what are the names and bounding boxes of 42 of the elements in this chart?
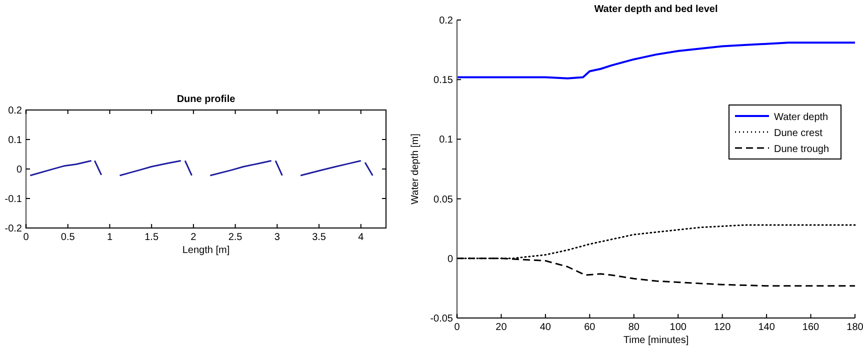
x-tick-label: 0 bbox=[23, 232, 30, 243]
x-tick-label: 20 bbox=[496, 322, 508, 333]
x-tick-label: 1.5 bbox=[144, 232, 159, 243]
y-tick-label: 0.1 bbox=[439, 134, 454, 146]
x-tick-label: 140 bbox=[758, 322, 776, 333]
x-tick-label: 80 bbox=[628, 322, 640, 333]
y-tick-label: 0 bbox=[16, 164, 22, 176]
x-tick-label: 1 bbox=[106, 232, 113, 243]
y-tick-label: -0.2 bbox=[4, 224, 22, 234]
line-series bbox=[119, 160, 182, 176]
x-tick-label: 3.5 bbox=[312, 232, 326, 243]
legend-label: Dune crest bbox=[774, 128, 823, 139]
x-tick-label: 160 bbox=[802, 322, 820, 333]
chart-title: Dune profile bbox=[176, 94, 236, 105]
x-axis-title: Length [m] bbox=[182, 245, 230, 256]
x-axis-title: Time [minutes] bbox=[623, 335, 689, 346]
x-tick-label: 120 bbox=[714, 322, 732, 333]
y-tick-label: 0.2 bbox=[439, 16, 454, 26]
y-tick-label: -0.05 bbox=[430, 314, 454, 324]
legend-label: Water depth bbox=[774, 112, 828, 123]
y-tick-label: 0.15 bbox=[434, 75, 454, 86]
x-tick-label: 4 bbox=[358, 232, 364, 243]
y-tick-label: 0.1 bbox=[8, 135, 22, 146]
y-tick-label: 0 bbox=[447, 254, 454, 265]
y-tick-label: 0.05 bbox=[434, 194, 454, 206]
y-tick-label: -0.1 bbox=[4, 194, 22, 205]
y-tick-label: 0.2 bbox=[8, 106, 22, 116]
line-series bbox=[300, 160, 362, 176]
x-tick-label: 40 bbox=[540, 322, 552, 333]
x-tick-label: 180 bbox=[846, 322, 863, 333]
chart-title: Water depth and bed level bbox=[594, 4, 718, 15]
x-tick-label: 2.5 bbox=[228, 232, 243, 243]
x-tick-label: 100 bbox=[670, 322, 687, 333]
y-axis-title: Water depth [m] bbox=[410, 133, 421, 204]
line-series bbox=[209, 160, 272, 176]
x-tick-label: 3 bbox=[274, 232, 280, 243]
x-tick-label: 2 bbox=[190, 232, 197, 243]
x-tick-label: 0.5 bbox=[60, 232, 76, 243]
x-tick-label: 60 bbox=[584, 322, 596, 333]
line-series bbox=[456, 42, 856, 80]
legend-label: Dune trough bbox=[774, 144, 830, 155]
x-tick-label: 0 bbox=[454, 322, 460, 333]
